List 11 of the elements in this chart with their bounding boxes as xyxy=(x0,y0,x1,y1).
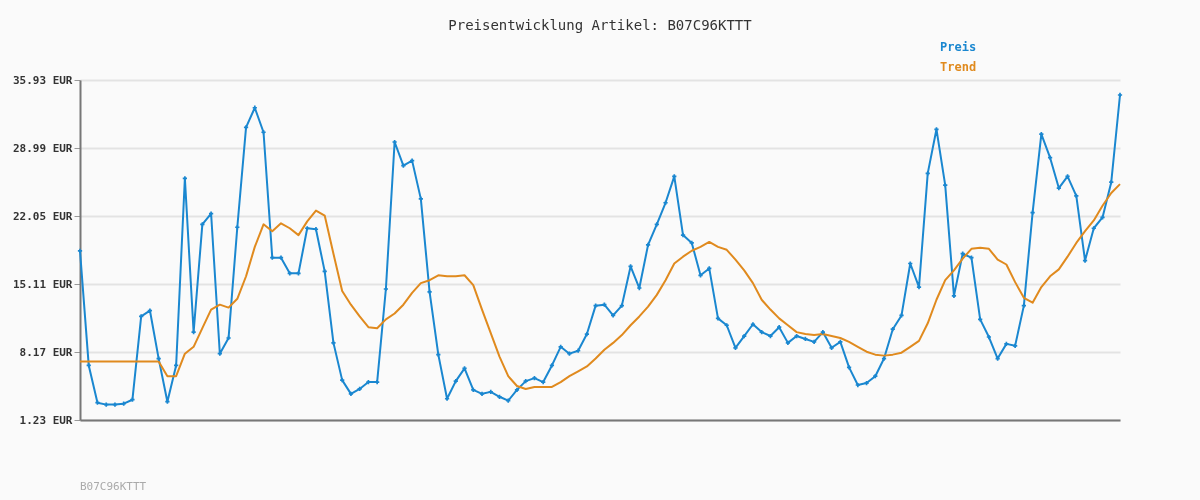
line-series xyxy=(79,183,1121,390)
y-tick-label: 22.05 EUR xyxy=(12,209,73,223)
text: Trend xyxy=(940,60,977,74)
y-tick-label: 28.99 EUR xyxy=(12,141,73,155)
y-tick-label: 35.93 EUR xyxy=(12,73,73,87)
text: B07C96KTTT xyxy=(80,480,147,493)
chart-title: Preisentwicklung Artikel: B07C96KTTT xyxy=(448,17,753,33)
y-tick-label: 8.17 EUR xyxy=(19,345,73,359)
y-tick-label: 1.23 EUR xyxy=(19,413,73,427)
y-tick-label: 15.11 EUR xyxy=(12,277,73,291)
text: Preis xyxy=(940,40,977,54)
